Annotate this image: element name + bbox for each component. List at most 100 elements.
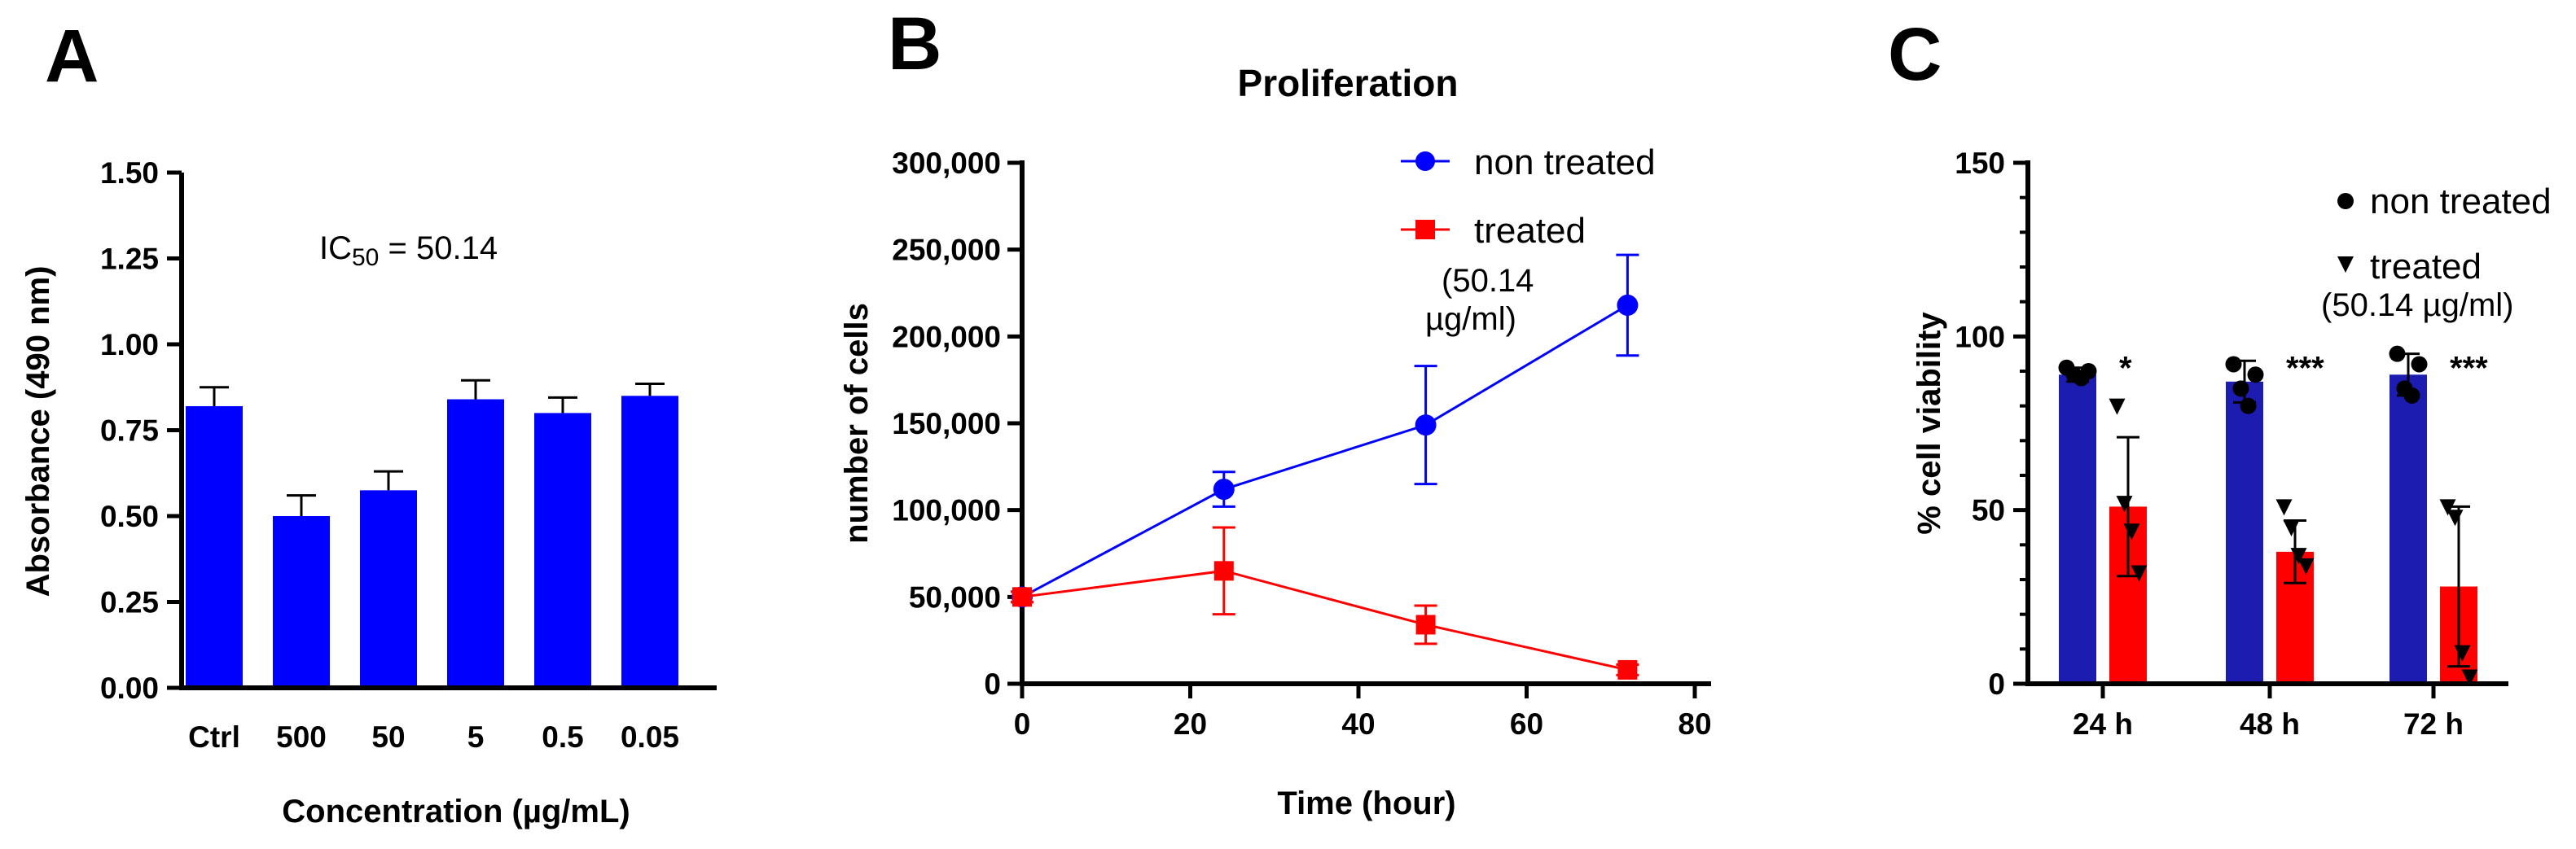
ic50-prefix: IC xyxy=(319,230,352,266)
legend-note-treated-1: (50.14 xyxy=(1442,263,1534,299)
panel-a-bar xyxy=(186,405,243,688)
panel-a-x-tick-label: 0.05 xyxy=(621,720,679,754)
panel-a-x-tick-label: 50 xyxy=(371,720,405,754)
panel-b-title: Proliferation xyxy=(1238,62,1459,104)
panel-c-y-axis-title: % cell viability xyxy=(1911,312,1947,535)
panel-c-x-tick-label: 24 h xyxy=(2073,707,2133,741)
panel-a-y-tick-label: 1.00 xyxy=(100,328,159,361)
panel-c-point-non-treated xyxy=(2247,366,2264,383)
panel-c-letter: C xyxy=(1888,13,1942,96)
legend-label-treated: treated xyxy=(1474,211,1586,251)
panel-a: A 0.000.250.500.751.001.251.50 Ctrl 500 50… xyxy=(20,15,717,829)
panel-a-x-tick-label: 0.5 xyxy=(542,720,583,754)
panel-b-series xyxy=(1011,253,1639,680)
panel-c-y-tick-label: 150 xyxy=(1955,147,2005,180)
panel-b-x-tick-label: 20 xyxy=(1174,707,1207,741)
panel-c-x-tick-label: 72 h xyxy=(2403,707,2464,741)
ic50-suffix: = 50.14 xyxy=(379,230,498,266)
panel-b-x-ticks: 0 20 40 60 80 xyxy=(1014,684,1712,741)
panel-b: B Proliferation 050,000100,000150,000200… xyxy=(839,2,1712,821)
panel-c-bars: * *** *** xyxy=(2058,345,2488,686)
panel-a-y-tick-label: 0.75 xyxy=(100,414,159,448)
panel-b-line-non-treated xyxy=(1021,304,1629,598)
legend-marker-treated xyxy=(2337,256,2354,273)
panel-c-point-non-treated xyxy=(2389,345,2406,362)
panel-b-y-ticks: 0 50,000 100,000 150,000 200,000 250,000 300,0… xyxy=(892,147,1022,701)
panel-b-y-tick-label: 150,000 xyxy=(892,407,1001,440)
panel-c-x-tick-label: 48 h xyxy=(2240,707,2300,741)
panel-b-point-non-treated xyxy=(1617,294,1639,316)
panel-c-y-ticks: 0 50 100 150 xyxy=(1955,147,2028,701)
panel-a-x-tick-label: 5 xyxy=(467,720,485,754)
legend-label-non-treated: non treated xyxy=(1474,142,1656,182)
panel-b-letter: B xyxy=(888,2,941,85)
panel-b-y-axis-title: number of cells xyxy=(839,303,875,544)
panel-b-x-axis-title: Time (hour) xyxy=(1277,786,1455,821)
panel-a-x-axis-title: Concentration (µg/mL) xyxy=(282,794,630,829)
panel-b-x-tick-label: 60 xyxy=(1510,707,1543,741)
panel-a-bar xyxy=(534,413,591,688)
panel-b-y-tick-label: 100,000 xyxy=(892,494,1001,527)
panel-c-point-non-treated xyxy=(2080,363,2097,379)
panel-b-point-treated xyxy=(1012,587,1032,607)
panel-b-y-tick-label: 200,000 xyxy=(892,320,1001,353)
panel-c-bar-non-treated xyxy=(2226,381,2263,684)
panel-a-letter: A xyxy=(45,15,99,98)
panel-b-y-tick-label: 0 xyxy=(984,667,1001,701)
panel-b-point-non-treated xyxy=(1415,414,1437,436)
panel-b-line-treated xyxy=(1021,569,1628,672)
panel-c-point-treated xyxy=(2131,565,2148,582)
panel-a-y-tick-label: 1.50 xyxy=(100,156,159,190)
legend-note-treated-2: µg/ml) xyxy=(1425,301,1516,337)
panel-c-legend: non treated treated (50.14 µg/ml) xyxy=(2321,182,2552,323)
panel-c-point-treated xyxy=(2123,523,2140,540)
panel-a-bar xyxy=(273,516,330,688)
panel-b-point-treated xyxy=(1213,561,1234,581)
panel-a-ic50-annotation: IC50 = 50.14 xyxy=(319,230,498,271)
panel-c-point-treated xyxy=(2297,558,2315,575)
panel-c-point-treated xyxy=(2461,669,2478,686)
panel-c-point-non-treated xyxy=(2225,356,2242,373)
panel-a-bars xyxy=(186,379,678,688)
panel-c-bar-non-treated xyxy=(2059,374,2096,684)
panel-c-significance-label: *** xyxy=(2286,350,2324,386)
panel-b-point-treated xyxy=(1617,659,1638,680)
panel-c-error-bar xyxy=(2117,435,2139,578)
panel-c-y-tick-label: 0 xyxy=(1988,667,2005,701)
panel-a-y-tick-label: 0.50 xyxy=(100,500,159,533)
panel-c-point-treated xyxy=(2109,398,2126,415)
ic50-subscript: 50 xyxy=(352,244,379,271)
panel-a-y-tick-label: 0.00 xyxy=(100,672,159,705)
panel-c-y-tick-label: 50 xyxy=(1972,494,2005,527)
panel-b-y-tick-label: 300,000 xyxy=(892,147,1001,180)
panel-c-significance-label: * xyxy=(2119,350,2132,386)
panel-b-y-tick-label: 50,000 xyxy=(909,580,1001,614)
panel-c-significance-label: *** xyxy=(2450,350,2488,386)
panel-a-bar xyxy=(447,399,504,688)
panel-a-y-ticks: 0.00 0.25 0.50 0.75 1.00 1.25 1.50 xyxy=(100,156,182,705)
panel-a-x-tick-label: Ctrl xyxy=(188,720,240,754)
panel-c-point-treated xyxy=(2275,499,2293,516)
panel-c-point-non-treated xyxy=(2232,380,2249,397)
panel-c-point-treated xyxy=(2116,496,2133,513)
panel-a-bar xyxy=(621,396,678,688)
legend-marker-non-treated xyxy=(2337,193,2354,209)
legend-marker-non-treated xyxy=(1415,151,1435,171)
legend-label-treated: treated xyxy=(2370,247,2482,287)
legend-label-non-treated: non treated xyxy=(2370,182,2552,221)
panel-a-y-axis-title: Absorbance (490 nm) xyxy=(20,266,56,597)
panel-c-x-ticks: 24 h 48 h 72 h xyxy=(2073,684,2464,741)
panel-c-point-non-treated xyxy=(2411,356,2428,373)
panel-c-point-non-treated xyxy=(2240,397,2257,414)
panel-c-point-non-treated xyxy=(2403,387,2420,404)
legend-marker-treated xyxy=(1415,220,1435,239)
panel-c-point-treated xyxy=(2283,520,2300,536)
panel-b-y-tick-label: 250,000 xyxy=(892,234,1001,267)
panel-b-point-treated xyxy=(1415,615,1436,635)
panel-b-x-tick-label: 40 xyxy=(1341,707,1375,741)
panel-b-point-non-treated xyxy=(1213,479,1235,501)
panel-c-point-treated xyxy=(2439,499,2456,516)
panel-c-bar-non-treated xyxy=(2389,374,2427,684)
